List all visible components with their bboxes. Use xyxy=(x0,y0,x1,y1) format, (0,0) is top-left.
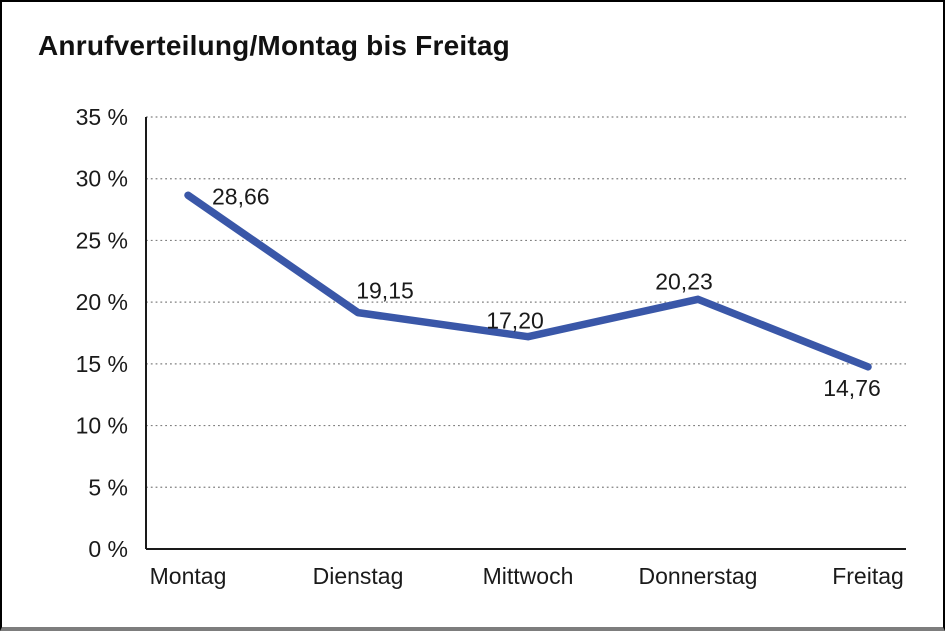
data-point-label: 28,66 xyxy=(212,183,270,209)
data-point-label: 14,76 xyxy=(823,375,881,401)
y-axis-tick-label: 25 % xyxy=(76,227,128,253)
x-axis-category-label: Mittwoch xyxy=(483,563,574,589)
data-point-label: 17,20 xyxy=(486,308,544,334)
y-axis-tick-label: 10 % xyxy=(76,413,128,439)
x-axis-category-label: Freitag xyxy=(832,563,904,589)
y-axis-tick-label: 35 % xyxy=(76,104,128,130)
x-axis-category-label: Donnerstag xyxy=(639,563,758,589)
y-axis-tick-label: 30 % xyxy=(76,166,128,192)
y-axis-tick-label: 15 % xyxy=(76,351,128,377)
chart-title: Anrufverteilung/Montag bis Freitag xyxy=(38,30,510,61)
y-axis-tick-label: 0 % xyxy=(88,536,128,562)
data-point-label: 19,15 xyxy=(356,278,414,304)
x-axis-category-label: Montag xyxy=(150,563,227,589)
y-axis-tick-label: 20 % xyxy=(76,289,128,315)
y-axis-tick-label: 5 % xyxy=(88,474,128,500)
x-axis-category-label: Dienstag xyxy=(313,563,404,589)
data-series-line xyxy=(184,191,872,371)
data-point-label: 20,23 xyxy=(655,268,713,294)
